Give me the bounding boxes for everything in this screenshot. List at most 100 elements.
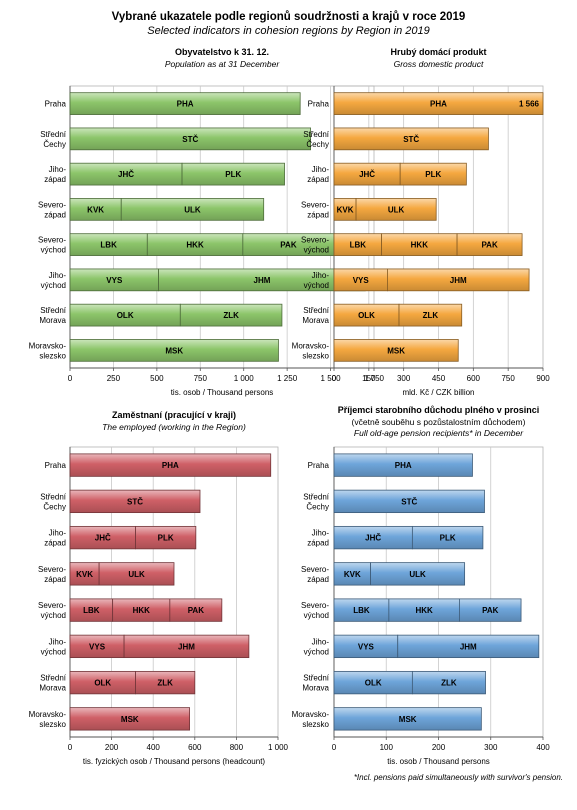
category-label: Jiho- [49, 529, 67, 538]
bar-segment-pak [456, 233, 523, 256]
bar-label-jhm: JHM [254, 276, 271, 285]
bar-label-lbk: LBK [353, 606, 370, 615]
bar-segment-ulk [355, 198, 437, 221]
bar-label-plk: PLK [425, 170, 441, 179]
x-axis-label: tis. fyzických osob / Thousand persons (… [83, 757, 266, 766]
bar-label-kvk: KVK [76, 570, 93, 579]
category-label: Střední [40, 306, 67, 315]
bar-segment-stč [333, 489, 485, 514]
category-label: Jiho- [49, 271, 67, 280]
category-label: Severo- [38, 601, 66, 610]
category-label: Jiho- [312, 529, 330, 538]
bar-label-jhč: JHČ [359, 170, 375, 179]
category-label: Střední [303, 306, 330, 315]
bar-segment-pak [458, 598, 522, 622]
x-tick-label: 400 [147, 743, 161, 752]
bar-label-lbk: LBK [100, 241, 117, 250]
bar-label-pha: PHA [162, 461, 179, 470]
bar-label-vys: VYS [89, 642, 106, 651]
category-label: Střední [303, 130, 330, 139]
category-label: Severo- [301, 601, 329, 610]
x-tick-label: 0 [332, 743, 337, 752]
chart-subtitle: The employed (working in the Region) [102, 422, 246, 432]
category-label: Čechy [43, 502, 66, 511]
bar-label-lbk: LBK [350, 241, 367, 250]
bar-label-plk: PLK [158, 534, 174, 543]
bar-segment-plk [411, 525, 484, 550]
bar-label-pha: PHA [177, 100, 194, 109]
bar-segment-msk [333, 707, 482, 731]
bar-label-vys: VYS [353, 276, 370, 285]
bar-label-pha: PHA [430, 100, 447, 109]
bar-segment-msk [333, 339, 459, 362]
bar-segment-plk [181, 162, 285, 186]
bar-segment-jhm [397, 634, 540, 659]
category-label: Praha [308, 461, 330, 470]
category-label: Praha [45, 461, 67, 470]
bar-label-jhč: JHČ [118, 170, 134, 179]
category-label: slezsko [302, 351, 329, 360]
category-label: Severo- [301, 236, 329, 245]
category-label: východ [304, 281, 329, 290]
bar-label-stč: STČ [403, 135, 419, 144]
category-label: Čechy [306, 502, 329, 511]
bar-label-olk: OLK [94, 679, 111, 688]
x-tick-label: 150 [362, 374, 376, 383]
bar-label-olk: OLK [117, 311, 134, 320]
x-tick-label: 200 [432, 743, 446, 752]
page-title: Vybrané ukazatele podle regionů soudržno… [111, 11, 466, 23]
bar-label-pha: PHA [395, 461, 412, 470]
category-label: západ [307, 539, 329, 548]
page-subtitle: Selected indicators in cohesion regions … [147, 25, 430, 37]
category-label: Morava [302, 684, 329, 693]
category-label: Střední [40, 130, 67, 139]
bar-label-olk: OLK [365, 679, 382, 688]
category-label: západ [44, 175, 66, 184]
category-label: východ [304, 647, 329, 656]
bar-label-zlk: ZLK [157, 679, 173, 688]
x-tick-label: 0 [332, 374, 337, 383]
x-tick-label: 600 [467, 374, 481, 383]
bar-label-hkk: HKK [133, 606, 151, 615]
bar-segment-pha [69, 453, 272, 477]
x-tick-label: 600 [188, 743, 202, 752]
bar-label-msk: MSK [121, 715, 139, 724]
bar-segment-pak [169, 598, 223, 622]
category-label: Jiho- [312, 637, 330, 646]
category-label: Severo- [38, 200, 66, 209]
category-label: Severo- [301, 565, 329, 574]
category-label: Střední [303, 492, 330, 501]
category-label: Severo- [38, 236, 66, 245]
bar-label-ulk: ULK [128, 570, 145, 579]
bar-label-plk: PLK [440, 534, 456, 543]
bar-label-kvk: KVK [87, 205, 104, 214]
bar-label-jhč: JHČ [95, 534, 111, 543]
category-label: Střední [40, 492, 67, 501]
bar-label-jhm: JHM [460, 642, 477, 651]
bar-segment-plk [135, 525, 197, 550]
bar-segment-pha [333, 453, 473, 477]
bar-label-zlk: ZLK [223, 311, 239, 320]
category-label: Jiho- [49, 637, 67, 646]
category-label: Praha [308, 100, 330, 109]
category-label: východ [41, 281, 66, 290]
bar-segment-msk [69, 339, 279, 362]
bar-value-label: 1 566 [519, 100, 540, 109]
bar-label-pak: PAK [481, 241, 498, 250]
x-tick-label: 200 [105, 743, 119, 752]
bar-label-zlk: ZLK [423, 311, 439, 320]
x-tick-label: 900 [536, 374, 550, 383]
bar-label-pak: PAK [482, 606, 499, 615]
category-label: Jiho- [49, 165, 67, 174]
chart-2: Hrubý domácí produkt Gross domestic produ… [292, 47, 551, 397]
x-tick-label: 1 000 [268, 743, 289, 752]
bar-label-msk: MSK [387, 346, 405, 355]
bar-label-jhm: JHM [178, 642, 195, 651]
bar-label-hkk: HKK [415, 606, 433, 615]
chart-title: Zaměstnaní (pracující v kraji) [112, 410, 236, 420]
chart-1: Obyvatelstvo k 31. 12. Population as at 3… [29, 47, 385, 397]
x-tick-label: 450 [432, 374, 446, 383]
category-label: západ [44, 210, 66, 219]
